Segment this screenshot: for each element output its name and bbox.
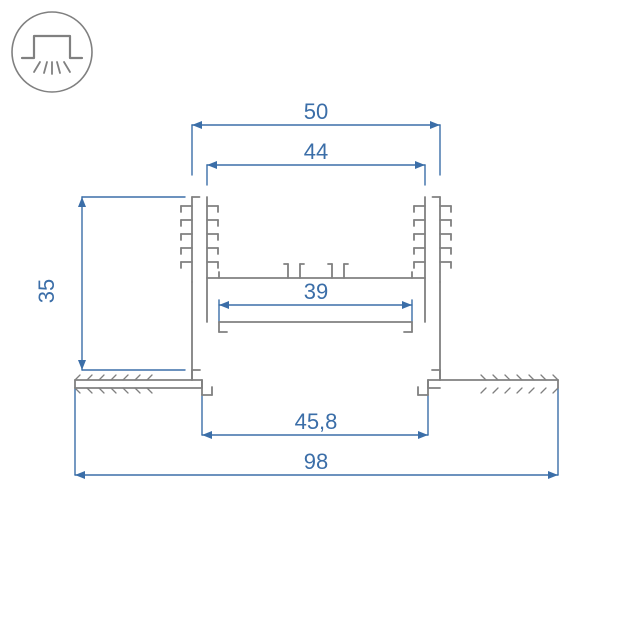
technical-drawing: 50 44 39 45,8 98 35 bbox=[0, 0, 640, 640]
dim-d35: 35 bbox=[34, 197, 185, 370]
dim-d458: 45,8 bbox=[202, 395, 428, 439]
recessed-downlight-icon bbox=[12, 12, 92, 92]
dimension-label: 98 bbox=[304, 449, 328, 474]
dimension-label: 44 bbox=[304, 139, 328, 164]
dim-d39: 39 bbox=[219, 279, 412, 322]
dimension-label: 50 bbox=[304, 99, 328, 124]
dimensions: 50 44 39 45,8 98 35 bbox=[34, 99, 558, 479]
dimension-label: 39 bbox=[304, 279, 328, 304]
dim-d44: 44 bbox=[207, 139, 425, 185]
dimension-label: 45,8 bbox=[295, 409, 338, 434]
dimension-label: 35 bbox=[34, 279, 59, 303]
